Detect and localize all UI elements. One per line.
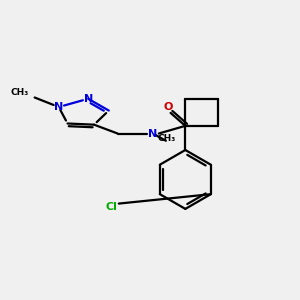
Text: N: N	[54, 102, 63, 112]
Text: CH₃: CH₃	[11, 88, 29, 97]
Text: CH₃: CH₃	[158, 134, 175, 143]
Text: O: O	[164, 102, 173, 112]
Text: N: N	[148, 128, 158, 139]
Text: N: N	[83, 94, 93, 104]
Text: Cl: Cl	[106, 202, 118, 212]
